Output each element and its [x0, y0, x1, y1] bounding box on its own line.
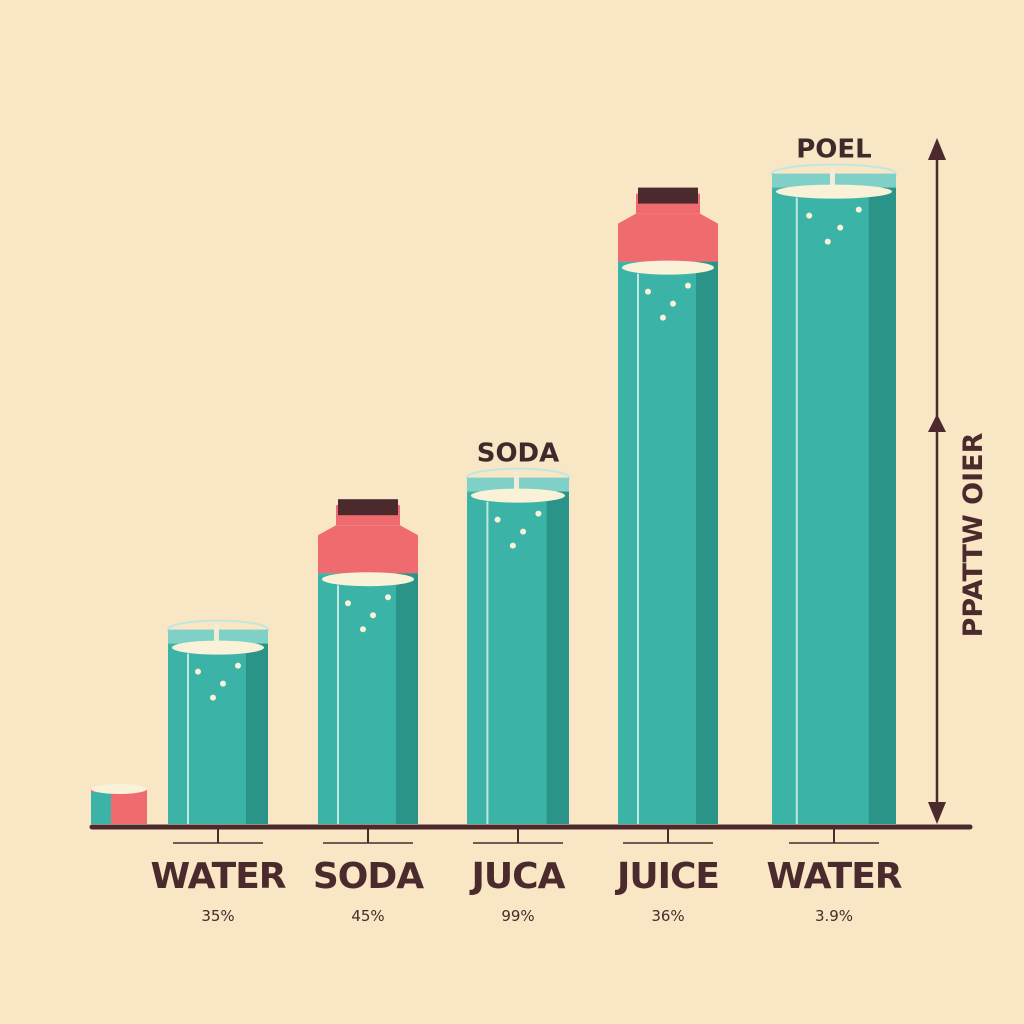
y-axis-label: PPATTW OIER — [958, 432, 989, 637]
small-carton-side — [91, 792, 111, 824]
carton-shoulder — [618, 213, 718, 262]
bubble — [370, 612, 376, 619]
percent-label: 45% — [351, 907, 384, 925]
bar-4 — [618, 187, 718, 825]
bubble — [360, 626, 366, 633]
percent-label: 3.9% — [815, 907, 853, 925]
bubble — [345, 600, 351, 607]
bar-shade — [696, 261, 718, 825]
y-axis-arrow-head-top — [928, 138, 946, 160]
carton-cap — [638, 187, 698, 204]
bar-shade — [246, 641, 268, 824]
bubble — [660, 314, 666, 321]
percent-label: 36% — [651, 907, 684, 925]
bubble — [837, 224, 844, 231]
bar-3 — [466, 467, 570, 824]
bar-shade — [868, 185, 896, 825]
bar-top-label: POEL — [796, 135, 872, 165]
straw — [830, 167, 835, 190]
y-axis-arrow-head-mid — [928, 414, 946, 432]
x-tick-label: JUCA — [469, 856, 566, 897]
foam — [622, 260, 714, 275]
bar-2 — [318, 499, 418, 824]
bubble — [195, 668, 201, 675]
foam — [471, 488, 565, 503]
bubble — [210, 694, 216, 701]
straw — [214, 623, 219, 646]
small-carton-icon — [91, 784, 147, 824]
small-carton-top — [91, 784, 147, 794]
bar-shade — [396, 573, 418, 824]
bubble — [520, 528, 527, 535]
x-tick-label: JUICE — [614, 856, 719, 897]
foam — [172, 640, 264, 655]
percent-label: 35% — [201, 907, 234, 925]
axis-layer — [89, 138, 973, 844]
y-axis-arrow-head-bottom — [928, 802, 946, 824]
bubble — [670, 300, 676, 307]
bubble — [494, 516, 501, 523]
bubble — [685, 282, 691, 289]
bubble — [385, 594, 391, 601]
foam — [322, 572, 414, 587]
x-tick-label: WATER — [150, 856, 285, 897]
bubble — [235, 662, 241, 669]
labels-layer: PPATTW OIER WATER 35% SODA 45% JUCA 99% JUICE 36… — [150, 135, 989, 925]
x-tick-label: WATER — [766, 856, 901, 897]
bar-1 — [167, 619, 269, 824]
foam — [776, 184, 892, 199]
bars-layer — [91, 163, 897, 825]
percent-label: 99% — [501, 907, 534, 925]
x-tick-label: SODA — [313, 856, 424, 897]
bar-5 — [771, 163, 897, 825]
bar-top-label: SODA — [477, 439, 560, 469]
bubble — [806, 212, 813, 219]
bar-shade — [546, 489, 569, 824]
bubble — [535, 510, 542, 517]
carton-cap — [338, 499, 398, 516]
bubble — [645, 288, 651, 295]
bubble — [855, 206, 862, 213]
straw — [514, 471, 519, 494]
carton-shoulder — [318, 525, 418, 574]
bubble — [509, 542, 516, 549]
bubble — [220, 680, 226, 687]
bubble — [824, 238, 831, 245]
